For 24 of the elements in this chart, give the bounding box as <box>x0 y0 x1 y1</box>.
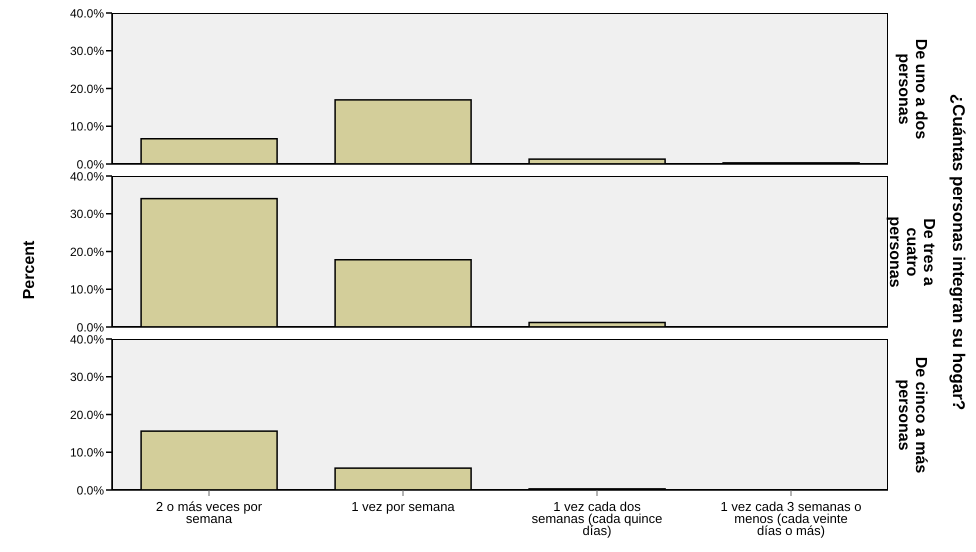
y-tick-label: 30.0% <box>70 44 104 58</box>
y-tick-label: 30.0% <box>70 207 104 222</box>
x-tick-label: 1 vez cada dos semanas (cada quince días) <box>532 499 662 538</box>
y2-axis-title: ¿Cuántas personas integran su hogar? <box>948 92 969 412</box>
y-tick-label: 0.0% <box>76 483 104 498</box>
y-tick-label: 10.0% <box>70 282 104 297</box>
y-tick-label: 40.0% <box>70 6 104 20</box>
y-tick-label: 20.0% <box>70 408 104 422</box>
x-tick-label: 2 o más veces por semana <box>156 499 263 526</box>
x-tick-label: 1 vez cada 3 semanas o menos (cada veinte días o más) <box>720 499 862 538</box>
text: De cinco a más personas <box>895 355 929 474</box>
y-tick-label: 30.0% <box>70 370 104 384</box>
y-tick-label: 20.0% <box>70 82 104 96</box>
y-tick-label: 10.0% <box>70 120 104 134</box>
y-tick-label: 0.0% <box>76 157 104 172</box>
y-tick-label: 10.0% <box>70 446 104 460</box>
y-axis-title: Percent <box>20 240 39 302</box>
y-tick-label: 20.0% <box>70 244 104 259</box>
y-tick-label: 40.0% <box>70 332 104 346</box>
text: De uno a dos personas <box>895 37 929 141</box>
text: De tres a cuatro personas <box>886 214 938 290</box>
x-tick-label: 1 vez por semana <box>351 499 456 514</box>
y-tick-label: 40.0% <box>70 169 104 184</box>
y-tick-label: 0.0% <box>76 320 104 334</box>
